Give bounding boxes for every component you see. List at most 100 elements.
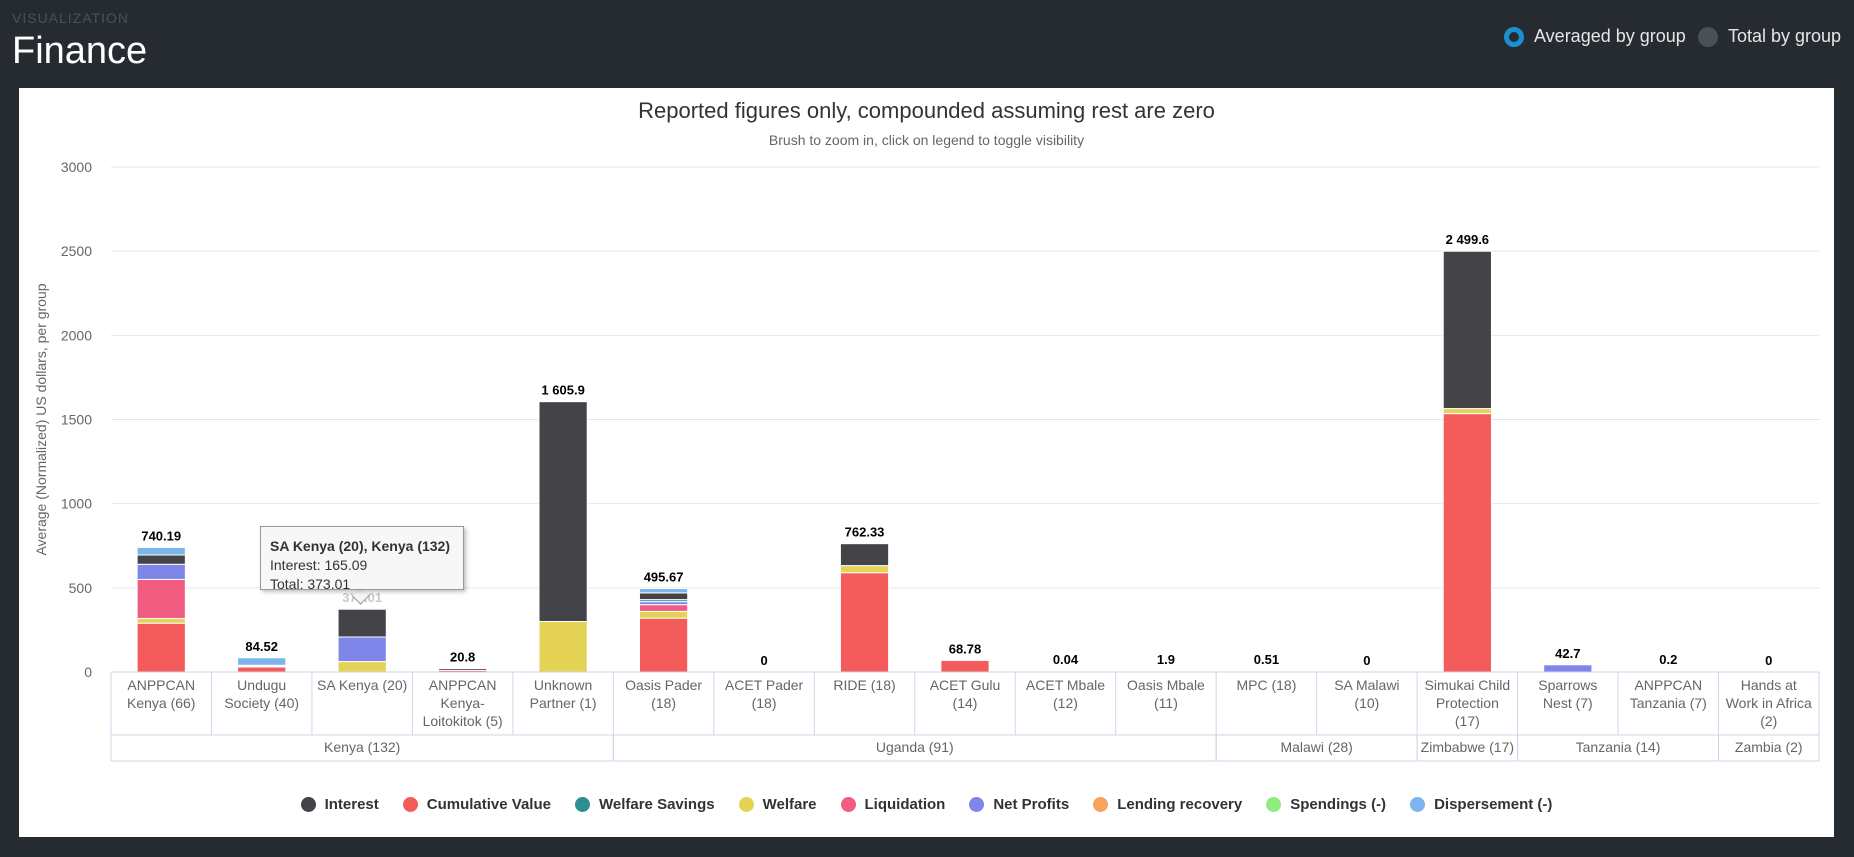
y-tick-label: 2000	[61, 327, 92, 343]
x-tick-label: ACET Gulu (14)	[930, 677, 1001, 711]
chart-title: Reported figures only, compounded assumi…	[638, 98, 1215, 123]
chart-subtitle: Brush to zoom in, click on legend to tog…	[768, 132, 1085, 148]
legend-label: Interest	[324, 796, 379, 813]
data-label: 0	[1765, 653, 1772, 668]
legend-label: Spendings (-)	[1290, 796, 1387, 813]
legend-item[interactable]: Welfare	[738, 796, 817, 813]
legend-label: Lending recovery	[1117, 796, 1243, 813]
legend-swatch-icon	[969, 797, 985, 812]
y-tick-label: 2500	[61, 243, 92, 259]
legend-swatch-icon	[402, 797, 418, 812]
x-tick-label: Sparrows Nest (7)	[1538, 677, 1597, 711]
bar-segment	[237, 657, 287, 666]
x-tick-label: Hands at Work in Africa (2)	[1726, 677, 1812, 729]
averaged-by-group-toggle[interactable]: Averaged by group	[1504, 26, 1686, 47]
data-label: 2 499.6	[1446, 232, 1489, 247]
bar-segment	[839, 572, 890, 673]
bar-segment	[337, 661, 387, 673]
bar-segment	[1442, 413, 1492, 673]
x-tick-label: Simukai Child Protection (17)	[1425, 677, 1511, 729]
legend-item[interactable]: Interest	[300, 796, 379, 813]
data-label: 20.8	[450, 649, 475, 664]
data-label: 0	[1363, 653, 1370, 668]
data-label: 0.04	[1053, 652, 1079, 667]
bar-segment	[438, 667, 488, 671]
x-tick-label: Unknown Partner (1)	[530, 677, 597, 711]
bar-segment	[136, 617, 186, 624]
x-tick-label: SA Kenya (20)	[317, 677, 407, 693]
x-tick-label: ANPPCAN Kenya (66)	[127, 677, 195, 711]
legend-item[interactable]: Cumulative Value	[402, 796, 551, 813]
bar-segment	[638, 592, 689, 601]
bar-segment	[337, 608, 387, 638]
bar-segment	[638, 604, 689, 612]
y-tick-label: 500	[69, 580, 93, 596]
data-label: 1 605.9	[541, 383, 584, 398]
chart-svg[interactable]: 0 500 1000 1500 2000 2500 3000 Average (Normali…	[19, 88, 1834, 837]
legend-swatch-icon	[1093, 797, 1109, 812]
radio-selected-icon	[1504, 26, 1524, 47]
legend-label: Liquidation	[864, 796, 946, 813]
y-tick-label: 0	[84, 664, 92, 680]
y-tick-label: 1500	[61, 412, 92, 428]
y-tick-label: 1000	[61, 496, 92, 512]
data-label: 740.19	[141, 528, 181, 543]
bar-segment	[638, 610, 689, 619]
x-tick-label: Oasis Pader (18)	[625, 677, 702, 711]
x-group-label: Tanzania (14)	[1576, 739, 1661, 755]
data-label: 84.52	[245, 639, 278, 654]
legend-label: Welfare	[762, 796, 817, 813]
bar-segment	[136, 554, 186, 565]
data-label: 1.9	[1157, 652, 1175, 667]
chart-card: 0 500 1000 1500 2000 2500 3000 Average (Normali…	[19, 88, 1834, 837]
data-label: 495.67	[644, 570, 684, 585]
x-tick-label: ACET Mbale (12)	[1026, 677, 1105, 711]
x-tick-label: SA Malawi (10)	[1334, 677, 1399, 711]
bar-segment	[940, 659, 990, 673]
bar-segment	[538, 401, 588, 622]
legend-label: Cumulative Value	[426, 796, 551, 813]
tooltip-total: Total: 373.01	[270, 576, 351, 592]
y-axis-label: Average (Normalized) US dollars, per gro…	[33, 283, 49, 555]
legend-item[interactable]: Lending recovery	[1093, 796, 1242, 813]
bar-segment	[237, 666, 287, 673]
x-tick-label: ANPPCAN Tanzania (7)	[1630, 677, 1707, 711]
legend-item[interactable]: Dispersement (-)	[1410, 796, 1552, 813]
x-tick-label: MPC (18)	[1236, 677, 1296, 693]
legend-label: Welfare Savings	[598, 796, 715, 813]
x-group-label: Zambia (2)	[1735, 739, 1803, 755]
legend-item[interactable]: Spendings (-)	[1266, 796, 1386, 813]
legend-swatch-icon	[840, 797, 856, 812]
tooltip-interest: Interest: 165.09	[270, 557, 368, 573]
bar-segment	[638, 617, 689, 673]
bar-segment	[136, 563, 186, 580]
bar-segment	[337, 636, 387, 663]
bar-segment	[638, 588, 689, 594]
legend-swatch-icon	[738, 797, 754, 812]
legend-swatch-icon	[1266, 797, 1282, 812]
legend-swatch-icon	[1410, 797, 1426, 812]
bar-segment	[1442, 250, 1492, 410]
bar-segment	[538, 621, 588, 673]
data-label: 0.2	[1659, 652, 1677, 667]
legend-item[interactable]: Liquidation	[840, 796, 946, 813]
x-tick-label: RIDE (18)	[833, 677, 895, 693]
x-tick-label: ANPPCAN Kenya-Loitokitok (5)	[423, 677, 503, 729]
section-label: VISUALIZATION	[12, 10, 129, 26]
legend-item[interactable]: Net Profits	[969, 796, 1069, 813]
data-label: 42.7	[1555, 646, 1580, 661]
data-label: 762.33	[845, 525, 885, 540]
total-by-group-label: Total by group	[1728, 26, 1842, 46]
bar-segment	[136, 578, 186, 619]
legend-label: Net Profits	[993, 796, 1070, 813]
total-by-group-toggle[interactable]: Total by group	[1698, 26, 1841, 47]
bar-segment	[839, 543, 890, 567]
page-title: Finance	[12, 30, 148, 72]
legend-item[interactable]: Welfare Savings	[574, 796, 715, 813]
x-tick-label: Undugu Society (40)	[224, 677, 299, 711]
legend-label: Dispersement (-)	[1434, 796, 1553, 813]
legend-swatch-icon	[300, 797, 316, 812]
data-label: 0.51	[1254, 652, 1279, 667]
x-group-label: Uganda (91)	[876, 739, 954, 755]
chart-legend: Interest Cumulative Value Welfare Savings W…	[19, 796, 1834, 813]
